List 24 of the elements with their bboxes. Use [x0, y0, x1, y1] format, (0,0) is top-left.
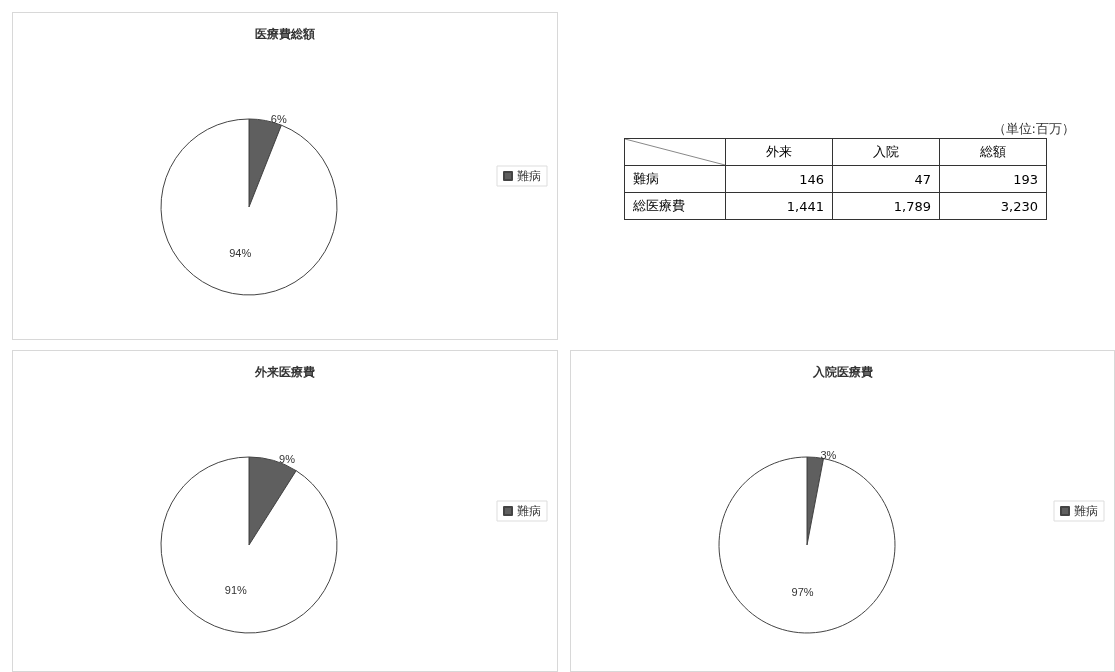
category-label: 総額 [939, 138, 1047, 166]
chart-title: 入院医療費 [811, 365, 873, 379]
data-label: 9% [279, 452, 296, 465]
legend-label: 難病 [517, 169, 541, 183]
text: 193 [1013, 171, 1038, 187]
category-label: 難病 [633, 171, 659, 186]
legend-label: 難病 [1074, 504, 1098, 518]
data-label: 94% [229, 247, 252, 260]
data-label: 6% [270, 112, 287, 125]
category-label: 総医療費 [633, 198, 685, 213]
data-label: 97% [791, 585, 814, 598]
text: 47 [914, 171, 931, 187]
text: 1,441 [786, 198, 824, 214]
text: 3,230 [1000, 198, 1038, 214]
category-label: 外来 [725, 138, 833, 166]
chart-title: 外来医療費 [254, 365, 315, 379]
chart-title: 医療費総額 [255, 27, 315, 41]
data-label: 91% [224, 584, 248, 597]
category-label: 入院 [832, 138, 940, 166]
text: （単位:百万） [991, 120, 1075, 138]
legend-label: 難病 [517, 504, 541, 518]
text: 146 [799, 171, 824, 187]
data-label: 3% [820, 449, 837, 462]
text: 1,789 [893, 198, 931, 214]
